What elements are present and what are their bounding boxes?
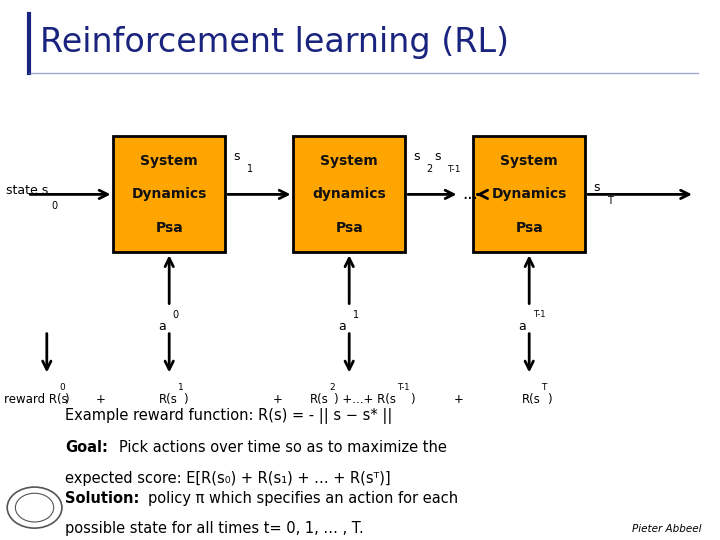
Text: s: s [233,150,240,163]
Text: Pick actions over time so as to maximize the: Pick actions over time so as to maximize… [119,440,446,455]
Text: +: + [272,393,282,406]
Text: ...: ... [462,185,478,204]
Text: 0: 0 [52,201,58,211]
Text: ): ) [64,393,68,406]
Text: ): ) [547,393,552,406]
Text: T: T [606,196,613,206]
Text: expected score: E[R(s₀) + R(s₁) + … + R(sᵀ)]: expected score: E[R(s₀) + R(s₁) + … + R(… [65,471,390,487]
Bar [474,137,585,252]
Text: R(s: R(s [522,393,541,406]
Text: s: s [593,181,600,194]
Text: R(s: R(s [158,393,177,406]
Text: +: + [454,393,464,406]
Text: 1: 1 [178,383,184,392]
Text: Reinforcement learning (RL): Reinforcement learning (RL) [40,25,508,59]
Text: Dynamics: Dynamics [132,187,207,201]
Bar [294,137,405,252]
Text: state s: state s [6,184,48,197]
Text: policy π which specifies an action for each: policy π which specifies an action for e… [148,491,458,507]
Text: T: T [541,383,546,392]
Text: T-1: T-1 [533,310,545,319]
Text: Dynamics: Dynamics [492,187,567,201]
Text: 2: 2 [426,164,433,174]
Text: possible state for all times t= 0, 1, … , T.: possible state for all times t= 0, 1, … … [65,521,364,536]
Text: T-1: T-1 [446,165,460,174]
Text: dynamics: dynamics [312,187,386,201]
Text: a: a [518,320,526,333]
Text: System: System [500,154,558,168]
Text: ) +...+ R(s: ) +...+ R(s [334,393,396,406]
Text: 1: 1 [246,164,253,174]
Text: Psa: Psa [156,221,183,235]
Text: Solution:: Solution: [65,491,139,507]
Text: System: System [320,154,378,168]
Text: T-1: T-1 [397,383,410,392]
Text: +: + [96,393,106,406]
Text: a: a [158,320,166,333]
Text: 1: 1 [353,310,359,320]
Text: s: s [433,150,441,163]
Text: ): ) [410,393,415,406]
Text: R(s: R(s [310,393,328,406]
Text: System: System [140,154,198,168]
Text: Example reward function: R(s) = - || s − s* ||: Example reward function: R(s) = - || s −… [65,408,392,424]
Text: reward R(s: reward R(s [4,393,68,406]
Text: 2: 2 [329,383,335,392]
Text: 0: 0 [59,383,65,392]
Bar [113,137,225,252]
Text: ): ) [183,393,187,406]
Text: Psa: Psa [336,221,363,235]
Text: s: s [413,150,420,163]
Text: 0: 0 [173,310,179,320]
Text: a: a [338,320,346,333]
Text: Pieter Abbeel: Pieter Abbeel [632,523,702,534]
Text: Psa: Psa [516,221,543,235]
Text: Goal:: Goal: [65,440,108,455]
